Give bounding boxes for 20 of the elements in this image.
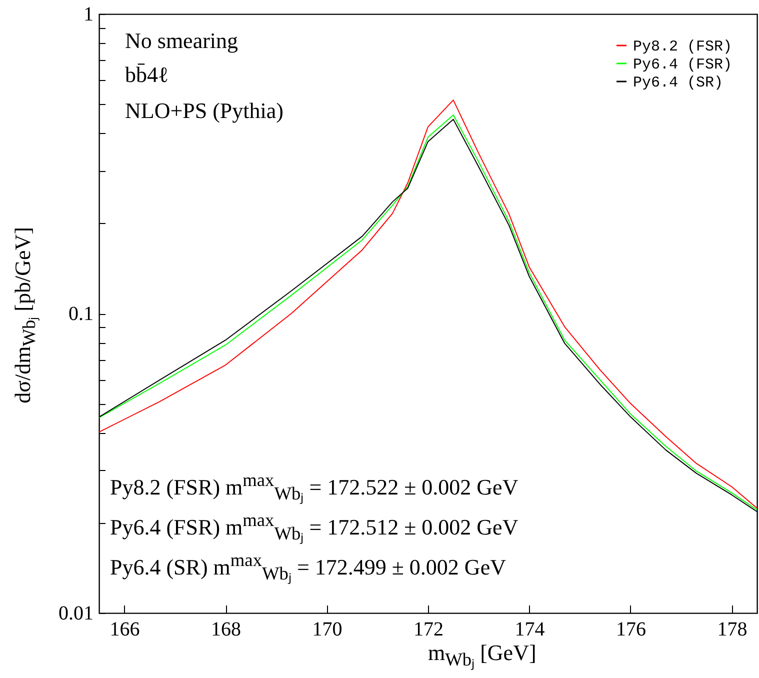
x-tick-label: 168 (211, 618, 242, 640)
legend-label: Py6.4 (FSR) (633, 56, 732, 74)
x-tick-label: 170 (312, 618, 342, 640)
x-tick-label: 176 (616, 618, 646, 640)
x-tick-label: 166 (110, 618, 140, 640)
x-tick-label: 178 (717, 618, 748, 640)
y-tick-label: 1 (84, 4, 94, 26)
annotation: Py8.2 (FSR) m$^{max}$$_{Wbⱼ}$ = 172.522 ± 0.002 GeV (110, 470, 518, 505)
annotation: Py6.4 (FSR) m$^{max}$$_{Wbⱼ}$ = 172.512 ± 0.002 GeV (110, 510, 518, 545)
x-tick-label: 174 (514, 618, 545, 640)
y-tick-label: 0.1 (68, 303, 94, 325)
y-tick-label: 0.01 (58, 602, 94, 624)
annotation: bb̄4ℓ (125, 62, 169, 88)
x-tick-label: 172 (414, 618, 444, 640)
annotation: NLO+PS (Pythia) (125, 98, 284, 124)
annotation: No smearing (125, 28, 238, 54)
legend-label: Py6.4 (SR) (633, 74, 724, 92)
legend-label: Py8.2 (FSR) (633, 38, 732, 56)
annotation: Py6.4 (SR) m$^{max}$$_{Wbⱼ}$ = 172.499 ± 0.002 GeV (110, 550, 506, 585)
x-axis-title: m$_{Wbⱼ}$ [GeV] (428, 640, 536, 670)
